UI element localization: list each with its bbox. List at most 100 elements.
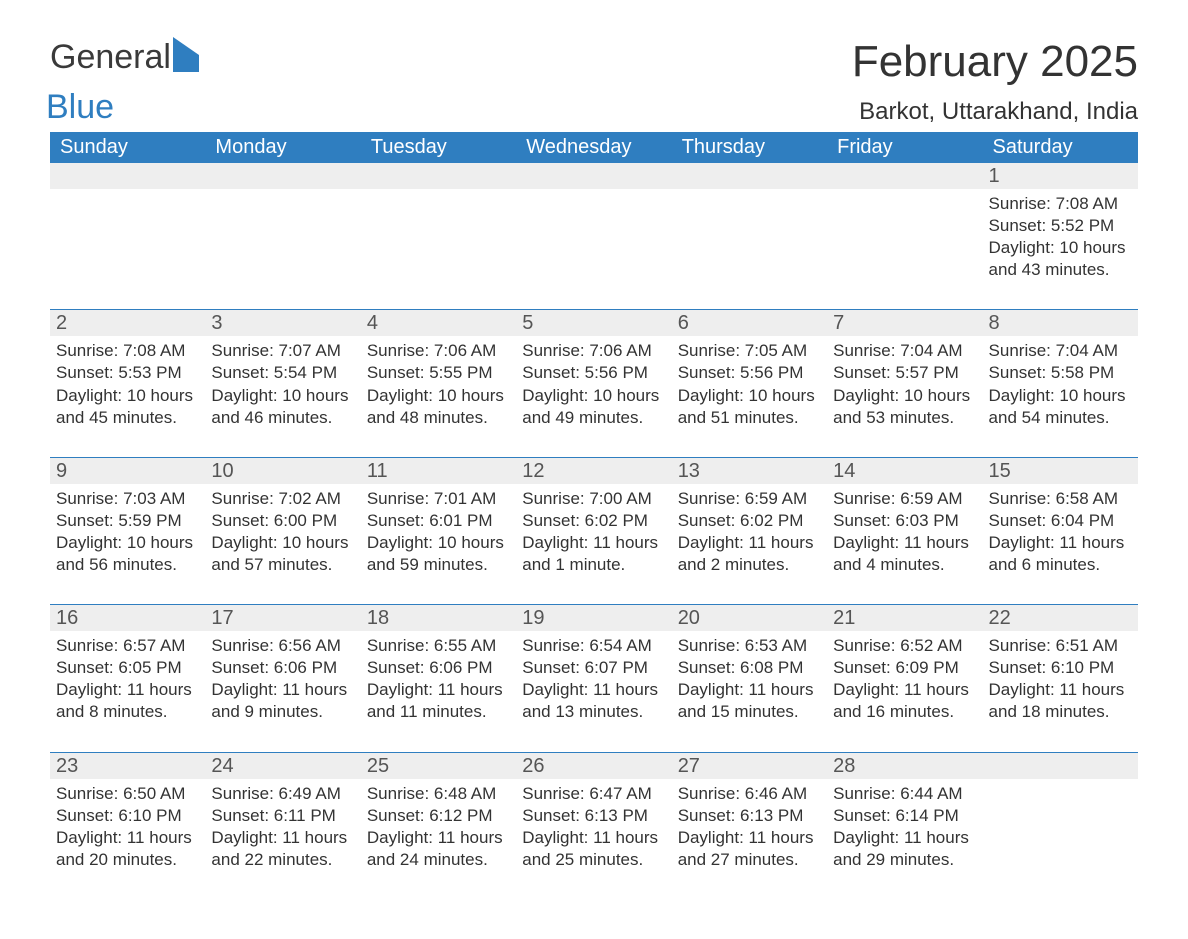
sunset-line: Sunset: 5:54 PM — [211, 362, 354, 384]
location: Barkot, Uttarakhand, India — [852, 98, 1138, 126]
day-cell: 14Sunrise: 6:59 AMSunset: 6:03 PMDayligh… — [827, 457, 982, 604]
day-cell: 12Sunrise: 7:00 AMSunset: 6:02 PMDayligh… — [516, 457, 671, 604]
daylight-line: Daylight: 11 hours and 20 minutes. — [56, 827, 199, 871]
sunset-line: Sunset: 6:13 PM — [522, 805, 665, 827]
weekday-header: Friday — [827, 132, 982, 163]
day-cell: 28Sunrise: 6:44 AMSunset: 6:14 PMDayligh… — [827, 752, 982, 899]
day-details: Sunrise: 7:06 AMSunset: 5:55 PMDaylight:… — [361, 336, 516, 456]
day-number: 12 — [516, 458, 671, 484]
day-cell: 1Sunrise: 7:08 AMSunset: 5:52 PMDaylight… — [983, 163, 1138, 310]
sunrise-line: Sunrise: 7:06 AM — [367, 340, 510, 362]
sunrise-line: Sunrise: 7:01 AM — [367, 488, 510, 510]
sunrise-line: Sunrise: 6:58 AM — [989, 488, 1132, 510]
day-number: 5 — [516, 310, 671, 336]
day-number: 22 — [983, 605, 1138, 631]
sunrise-line: Sunrise: 6:49 AM — [211, 783, 354, 805]
day-details: Sunrise: 6:44 AMSunset: 6:14 PMDaylight:… — [827, 779, 982, 899]
day-details: Sunrise: 6:55 AMSunset: 6:06 PMDaylight:… — [361, 631, 516, 751]
day-number: 10 — [205, 458, 360, 484]
day-number: 26 — [516, 753, 671, 779]
day-number — [50, 163, 205, 189]
day-details: Sunrise: 7:04 AMSunset: 5:57 PMDaylight:… — [827, 336, 982, 456]
week-row: 1Sunrise: 7:08 AMSunset: 5:52 PMDaylight… — [50, 163, 1138, 310]
weekday-header: Sunday — [50, 132, 205, 163]
sunset-line: Sunset: 6:13 PM — [678, 805, 821, 827]
day-details — [50, 189, 205, 221]
day-details: Sunrise: 7:00 AMSunset: 6:02 PMDaylight:… — [516, 484, 671, 604]
sunrise-line: Sunrise: 6:50 AM — [56, 783, 199, 805]
daylight-line: Daylight: 11 hours and 18 minutes. — [989, 679, 1132, 723]
sunset-line: Sunset: 5:55 PM — [367, 362, 510, 384]
sunrise-line: Sunrise: 6:55 AM — [367, 635, 510, 657]
day-cell: 6Sunrise: 7:05 AMSunset: 5:56 PMDaylight… — [672, 310, 827, 457]
sunset-line: Sunset: 6:02 PM — [522, 510, 665, 532]
day-cell: 17Sunrise: 6:56 AMSunset: 6:06 PMDayligh… — [205, 605, 360, 752]
sunset-line: Sunset: 5:52 PM — [989, 215, 1132, 237]
sunset-line: Sunset: 6:08 PM — [678, 657, 821, 679]
daylight-line: Daylight: 10 hours and 46 minutes. — [211, 385, 354, 429]
sunrise-line: Sunrise: 6:51 AM — [989, 635, 1132, 657]
day-number: 3 — [205, 310, 360, 336]
daylight-line: Daylight: 10 hours and 54 minutes. — [989, 385, 1132, 429]
day-number: 11 — [361, 458, 516, 484]
sunset-line: Sunset: 5:58 PM — [989, 362, 1132, 384]
sunset-line: Sunset: 6:07 PM — [522, 657, 665, 679]
day-cell: 27Sunrise: 6:46 AMSunset: 6:13 PMDayligh… — [672, 752, 827, 899]
day-number: 13 — [672, 458, 827, 484]
week-row: 9Sunrise: 7:03 AMSunset: 5:59 PMDaylight… — [50, 457, 1138, 604]
day-cell — [50, 163, 205, 310]
sunrise-line: Sunrise: 6:57 AM — [56, 635, 199, 657]
logo-word2: Blue — [46, 88, 114, 126]
day-cell: 19Sunrise: 6:54 AMSunset: 6:07 PMDayligh… — [516, 605, 671, 752]
sunset-line: Sunset: 5:56 PM — [678, 362, 821, 384]
daylight-line: Daylight: 10 hours and 51 minutes. — [678, 385, 821, 429]
sunrise-line: Sunrise: 7:02 AM — [211, 488, 354, 510]
day-details: Sunrise: 7:07 AMSunset: 5:54 PMDaylight:… — [205, 336, 360, 456]
week-row: 2Sunrise: 7:08 AMSunset: 5:53 PMDaylight… — [50, 310, 1138, 457]
month-title: February 2025 — [852, 40, 1138, 84]
sunrise-line: Sunrise: 7:00 AM — [522, 488, 665, 510]
day-cell: 20Sunrise: 6:53 AMSunset: 6:08 PMDayligh… — [672, 605, 827, 752]
weekday-header: Wednesday — [516, 132, 671, 163]
daylight-line: Daylight: 11 hours and 29 minutes. — [833, 827, 976, 871]
daylight-line: Daylight: 11 hours and 24 minutes. — [367, 827, 510, 871]
sunset-line: Sunset: 5:57 PM — [833, 362, 976, 384]
day-details: Sunrise: 6:52 AMSunset: 6:09 PMDaylight:… — [827, 631, 982, 751]
day-details: Sunrise: 7:01 AMSunset: 6:01 PMDaylight:… — [361, 484, 516, 604]
weekday-row: SundayMondayTuesdayWednesdayThursdayFrid… — [50, 132, 1138, 163]
day-number: 18 — [361, 605, 516, 631]
weekday-header: Thursday — [672, 132, 827, 163]
weekday-header: Saturday — [983, 132, 1138, 163]
day-number — [361, 163, 516, 189]
daylight-line: Daylight: 11 hours and 16 minutes. — [833, 679, 976, 723]
sunset-line: Sunset: 5:53 PM — [56, 362, 199, 384]
day-number: 4 — [361, 310, 516, 336]
sunrise-line: Sunrise: 6:52 AM — [833, 635, 976, 657]
day-details — [361, 189, 516, 221]
daylight-line: Daylight: 10 hours and 49 minutes. — [522, 385, 665, 429]
day-cell: 10Sunrise: 7:02 AMSunset: 6:00 PMDayligh… — [205, 457, 360, 604]
daylight-line: Daylight: 10 hours and 43 minutes. — [989, 237, 1132, 281]
day-details: Sunrise: 6:49 AMSunset: 6:11 PMDaylight:… — [205, 779, 360, 899]
sunset-line: Sunset: 6:09 PM — [833, 657, 976, 679]
daylight-line: Daylight: 11 hours and 15 minutes. — [678, 679, 821, 723]
day-cell: 23Sunrise: 6:50 AMSunset: 6:10 PMDayligh… — [50, 752, 205, 899]
sunset-line: Sunset: 6:10 PM — [56, 805, 199, 827]
sunset-line: Sunset: 6:02 PM — [678, 510, 821, 532]
day-details — [983, 779, 1138, 811]
day-cell — [205, 163, 360, 310]
day-number: 20 — [672, 605, 827, 631]
day-cell — [983, 752, 1138, 899]
day-number — [516, 163, 671, 189]
header: General Blue February 2025 Barkot, Uttar… — [50, 40, 1138, 126]
day-details: Sunrise: 6:47 AMSunset: 6:13 PMDaylight:… — [516, 779, 671, 899]
weekday-header: Monday — [205, 132, 360, 163]
sunset-line: Sunset: 6:00 PM — [211, 510, 354, 532]
day-details: Sunrise: 7:02 AMSunset: 6:00 PMDaylight:… — [205, 484, 360, 604]
logo-word1: General — [50, 38, 171, 76]
sunset-line: Sunset: 6:12 PM — [367, 805, 510, 827]
calendar-table: SundayMondayTuesdayWednesdayThursdayFrid… — [50, 132, 1138, 899]
weekday-header: Tuesday — [361, 132, 516, 163]
sunset-line: Sunset: 6:04 PM — [989, 510, 1132, 532]
day-cell: 3Sunrise: 7:07 AMSunset: 5:54 PMDaylight… — [205, 310, 360, 457]
